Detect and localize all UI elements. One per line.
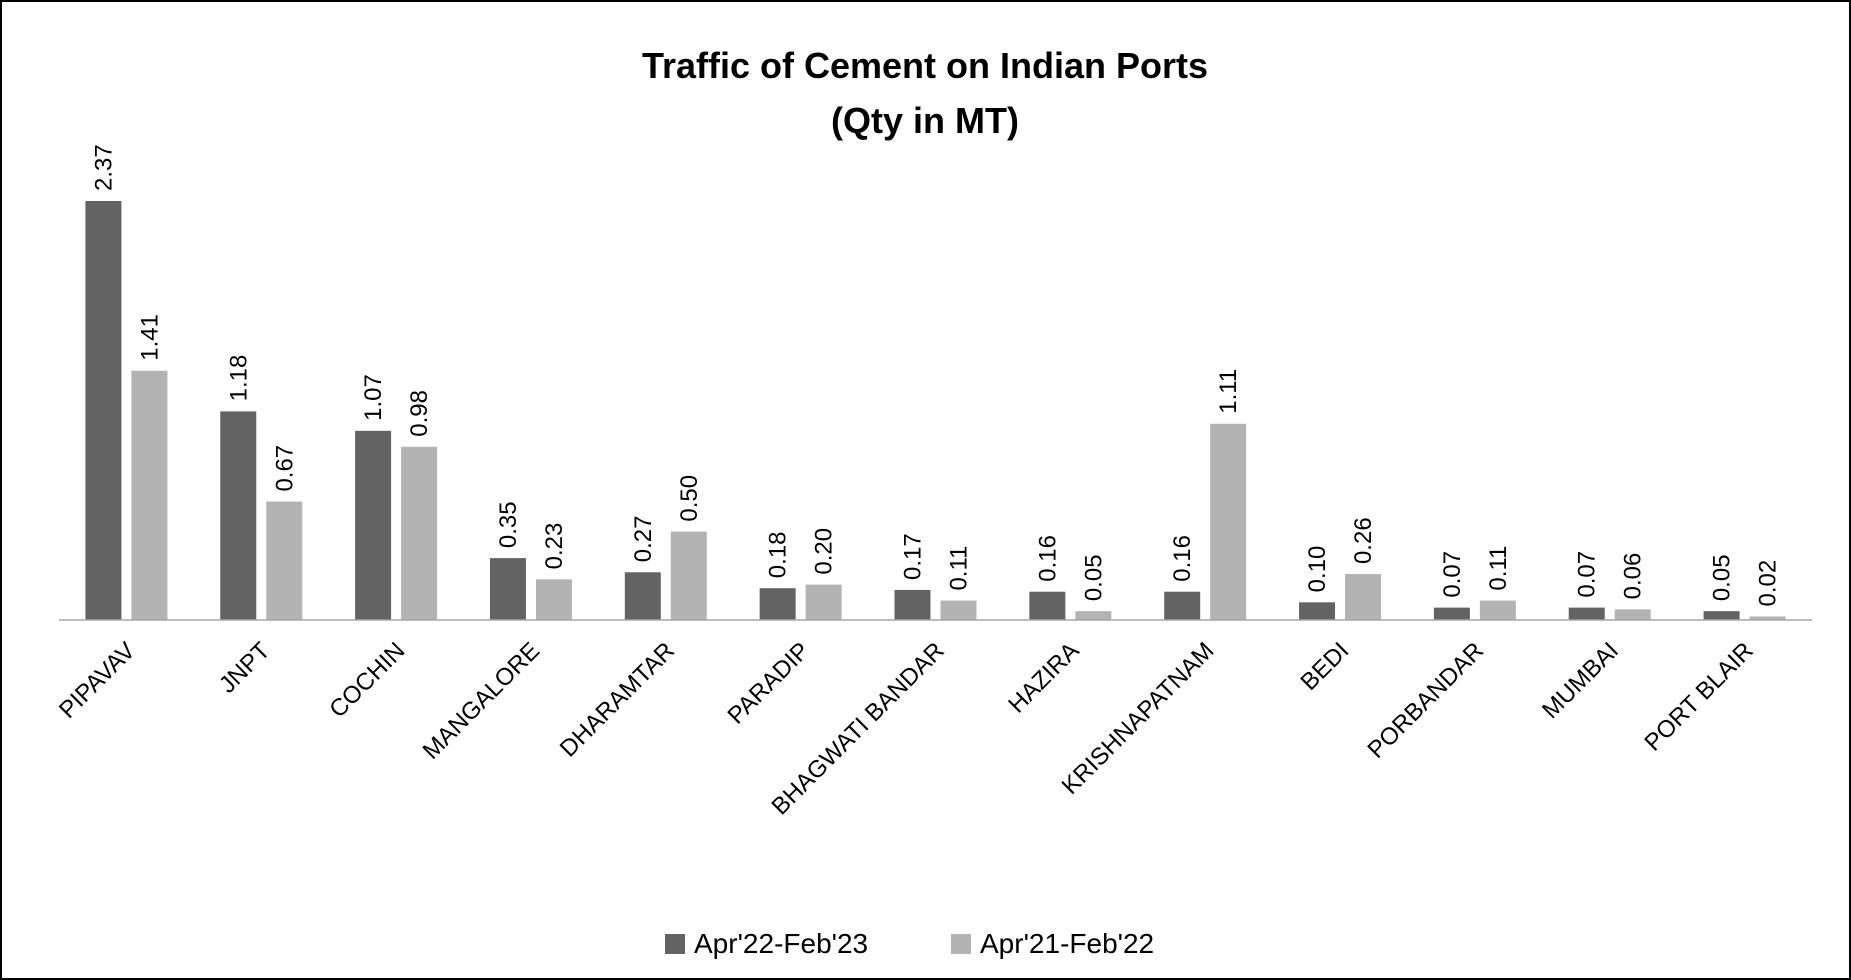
bar (266, 501, 303, 620)
legend-swatch (951, 934, 971, 954)
bar (624, 572, 661, 620)
bar (940, 600, 977, 620)
bar (1568, 607, 1605, 620)
data-label: 0.16 (1169, 535, 1196, 582)
bar (131, 370, 168, 620)
data-label: 0.05 (1080, 554, 1107, 601)
data-label: 0.02 (1755, 560, 1782, 607)
chart-title: Traffic of Cement on Indian Ports (642, 45, 1208, 86)
bar (670, 531, 707, 620)
data-label: 0.50 (676, 475, 703, 522)
data-label: 1.18 (225, 355, 252, 402)
bar (220, 411, 257, 620)
data-label: 2.37 (90, 144, 117, 191)
data-label: 0.10 (1304, 546, 1331, 593)
bar (1614, 609, 1651, 620)
data-label: 0.07 (1574, 551, 1601, 598)
bar (401, 446, 438, 620)
bar (1433, 607, 1470, 620)
data-label: 0.98 (406, 390, 433, 437)
bar (1703, 611, 1740, 620)
bar (1479, 600, 1516, 620)
data-label: 0.23 (541, 523, 568, 570)
bar (85, 201, 122, 620)
data-label: 0.35 (495, 501, 522, 548)
data-label: 1.07 (360, 374, 387, 421)
bar (805, 584, 842, 620)
bar (1210, 423, 1247, 620)
legend-label: Apr'22-Feb'23 (694, 928, 868, 959)
data-label: 0.27 (630, 516, 657, 563)
bar (535, 579, 572, 620)
data-label: 0.16 (1034, 535, 1061, 582)
legend-swatch (665, 934, 685, 954)
bar (1075, 611, 1112, 620)
data-label: 1.41 (136, 314, 163, 361)
data-label: 0.11 (946, 546, 973, 591)
chart-subtitle: (Qty in MT) (831, 100, 1019, 141)
data-label: 0.67 (271, 445, 298, 492)
bar (1164, 591, 1201, 620)
bar (489, 558, 526, 620)
data-label: 0.05 (1709, 554, 1736, 601)
bar (894, 589, 931, 620)
bar (1749, 616, 1786, 620)
data-label: 0.07 (1439, 551, 1466, 598)
bar (759, 588, 796, 620)
data-label: 0.20 (811, 528, 838, 575)
legend-label: Apr'21-Feb'22 (980, 928, 1154, 959)
bar (1299, 602, 1336, 620)
bar (1029, 591, 1066, 620)
data-label: 0.17 (900, 533, 927, 580)
bar (355, 430, 392, 620)
data-label: 0.11 (1485, 546, 1512, 591)
data-label: 0.26 (1350, 517, 1377, 564)
data-label: 0.06 (1620, 553, 1647, 600)
data-label: 0.18 (765, 531, 792, 578)
data-label: 1.11 (1215, 369, 1242, 414)
bar (1345, 574, 1382, 620)
